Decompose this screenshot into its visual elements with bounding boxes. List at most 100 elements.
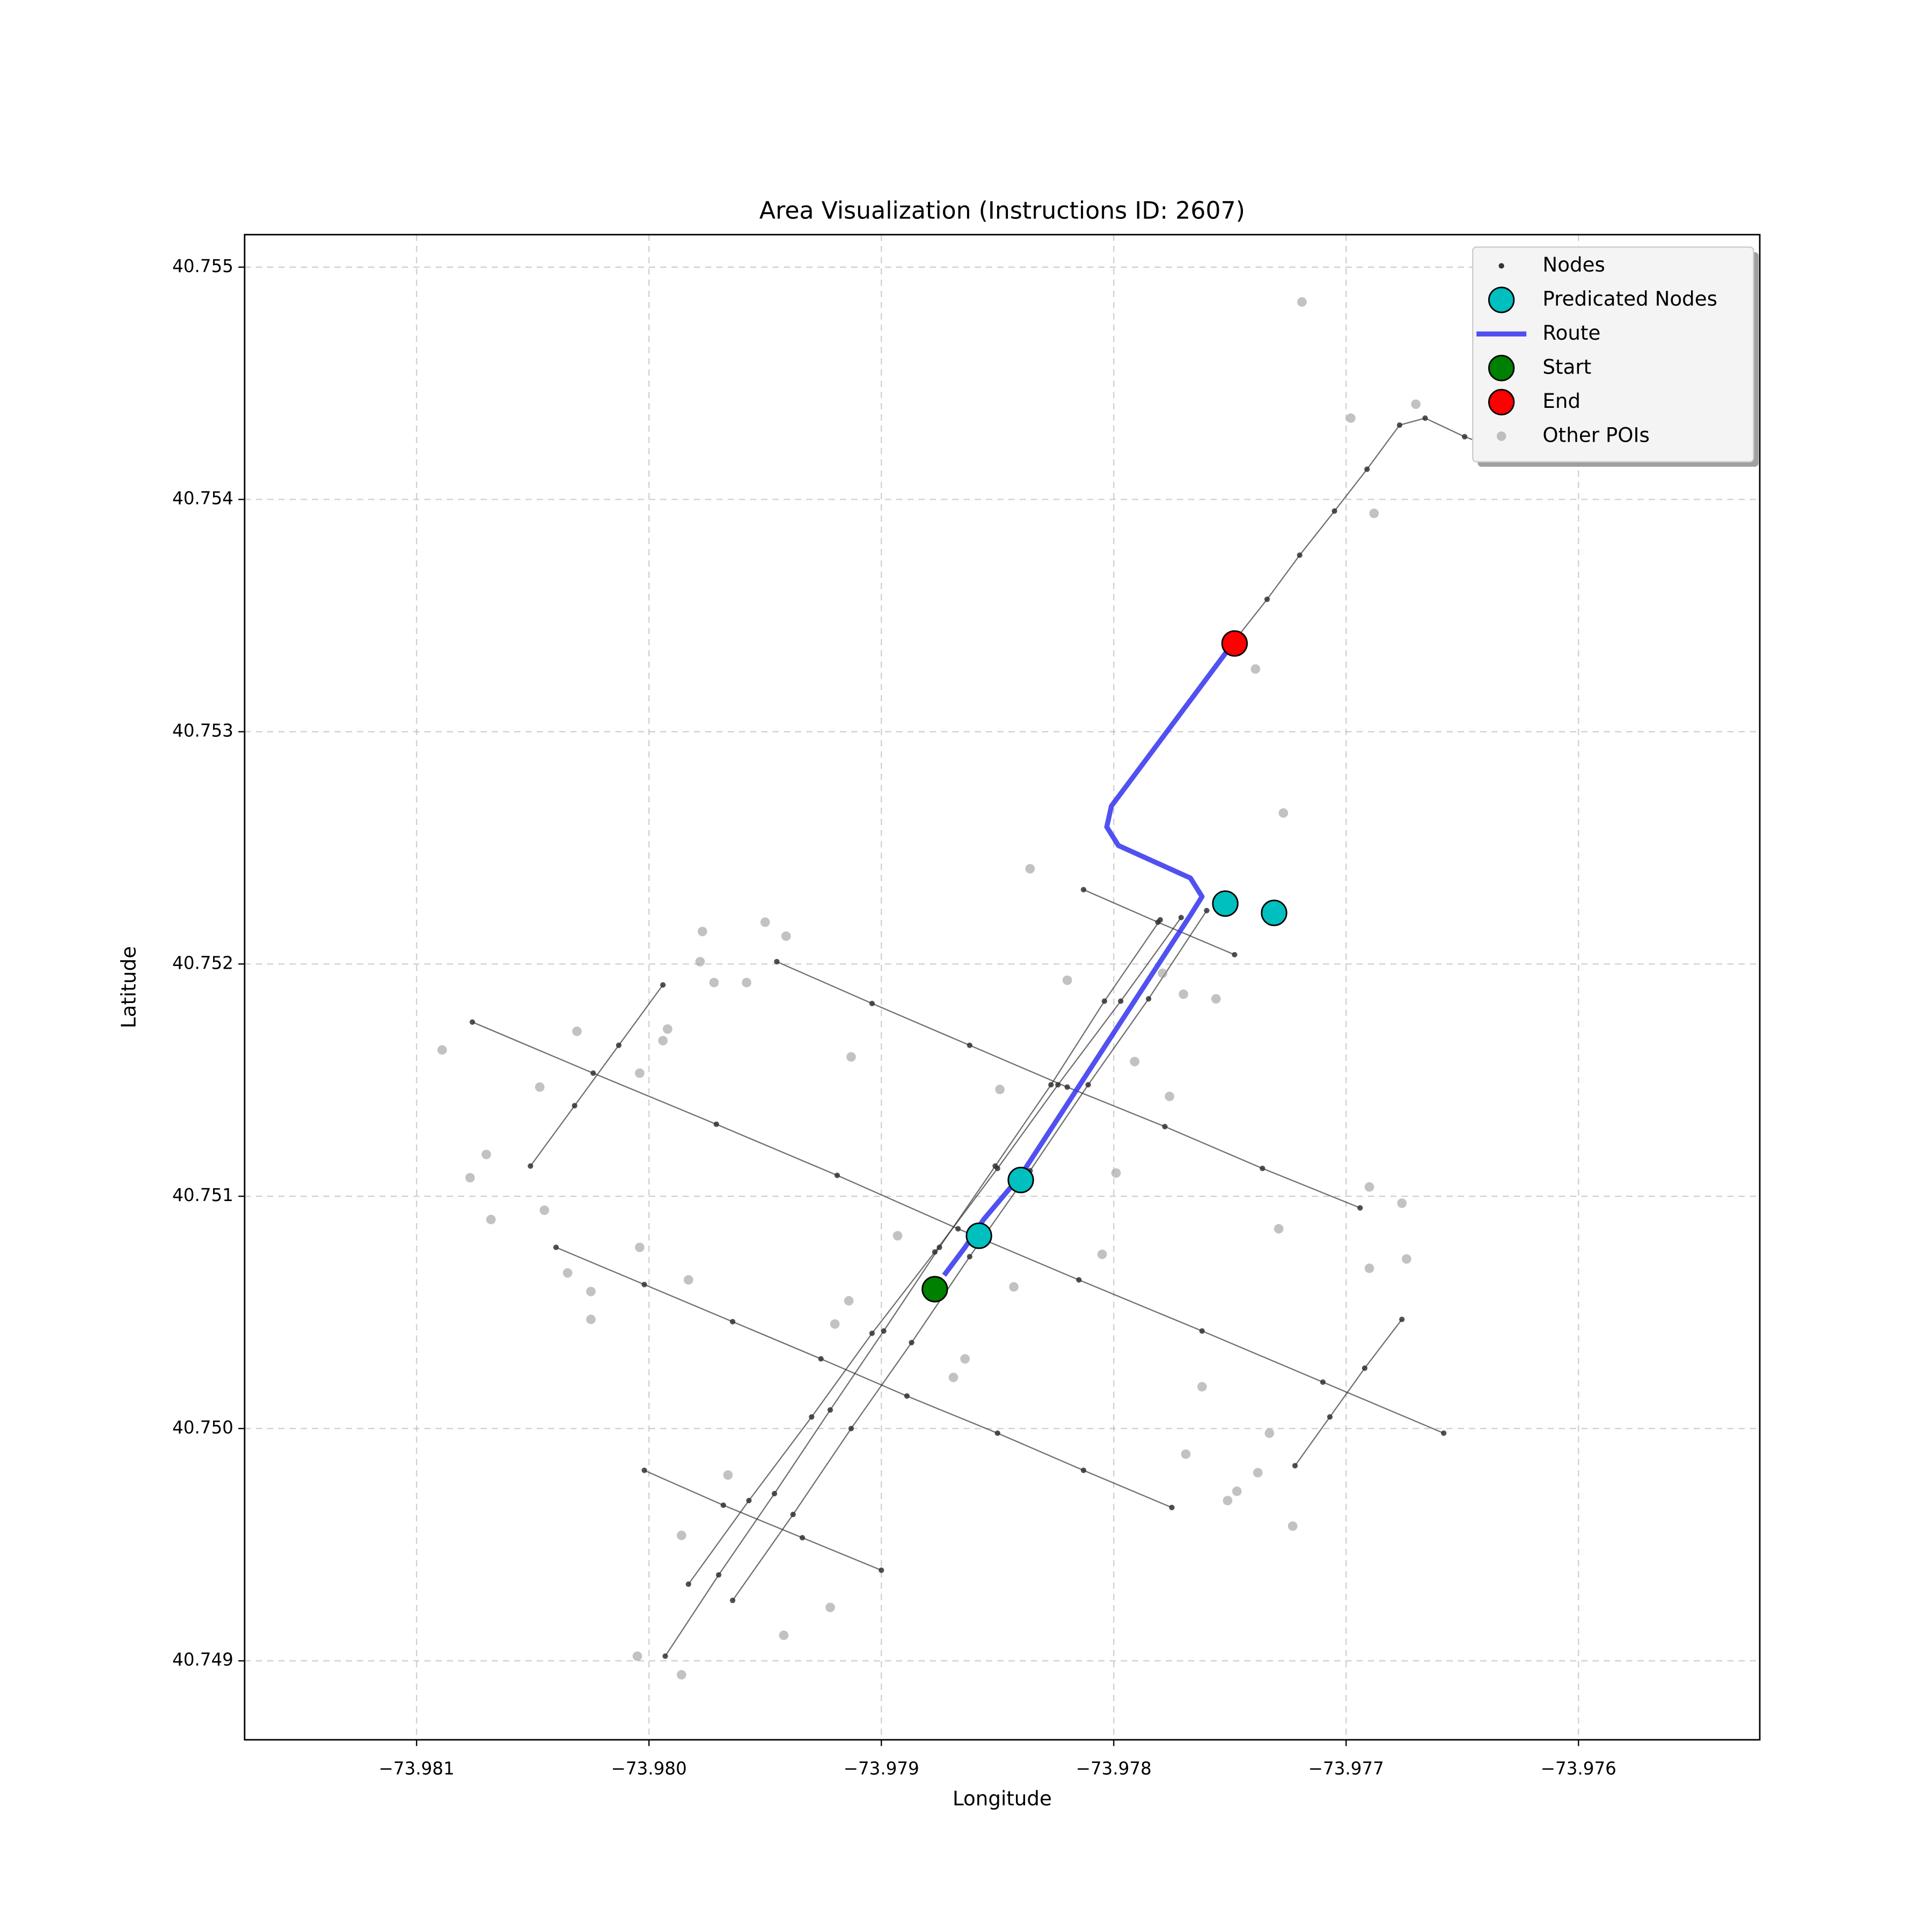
poi [1278, 808, 1289, 818]
poi [1111, 1168, 1121, 1178]
node [994, 1430, 1000, 1436]
poi [995, 1085, 1005, 1094]
node [1155, 919, 1161, 925]
node [470, 1019, 475, 1025]
y-tick-label: 40.754 [172, 488, 233, 509]
marker [965, 1222, 992, 1249]
node [1357, 1205, 1363, 1211]
poi [1274, 1224, 1284, 1234]
poi [1411, 399, 1421, 409]
poi [1223, 1496, 1233, 1505]
x-axis-label: Longitude [953, 1787, 1052, 1810]
node [662, 1653, 668, 1659]
node [774, 958, 780, 965]
node [1260, 1166, 1265, 1172]
poi [698, 926, 707, 936]
x-tick-label: −73.979 [844, 1759, 919, 1779]
node [1101, 998, 1108, 1004]
poi [486, 1214, 496, 1225]
node [1232, 952, 1238, 958]
poi [465, 1173, 475, 1183]
node [827, 1407, 833, 1413]
poi [960, 1354, 970, 1364]
poi [892, 1231, 903, 1241]
node [1399, 1316, 1405, 1322]
node [1204, 908, 1210, 913]
poi [760, 917, 770, 927]
poi [723, 1470, 733, 1480]
poi [1253, 1468, 1263, 1477]
legend-label: Predicated Nodes [1542, 287, 1717, 310]
marker [921, 1276, 948, 1302]
node [881, 1328, 887, 1334]
node [730, 1598, 736, 1604]
node [1364, 466, 1370, 472]
node [1169, 1504, 1175, 1511]
y-tick-label: 40.749 [172, 1650, 233, 1670]
node [716, 1572, 722, 1578]
node [809, 1414, 815, 1420]
poi [1364, 1182, 1374, 1192]
node [1422, 415, 1428, 421]
poi [1179, 989, 1189, 999]
node [955, 1226, 961, 1232]
poi [1364, 1263, 1374, 1274]
poi [1130, 1057, 1140, 1066]
y-axis-label: Latitude [116, 946, 140, 1028]
node [713, 1121, 719, 1128]
node [818, 1356, 824, 1362]
poi [586, 1314, 596, 1324]
node [848, 1425, 854, 1432]
node [1292, 1463, 1298, 1469]
node [590, 1070, 596, 1076]
node [936, 1245, 942, 1250]
poi [830, 1319, 840, 1329]
poi [1158, 968, 1168, 978]
poi [1097, 1249, 1107, 1260]
node [1396, 422, 1403, 428]
poi [1165, 1092, 1175, 1101]
poi [562, 1268, 573, 1278]
legend-marker [1496, 431, 1506, 441]
poi [1297, 297, 1307, 307]
node [720, 1502, 726, 1508]
legend-label: End [1542, 389, 1580, 413]
poi [1287, 1521, 1298, 1531]
poi [1250, 664, 1261, 674]
node [1320, 1379, 1326, 1385]
node [746, 1497, 752, 1504]
node [1331, 508, 1337, 514]
node [1297, 552, 1302, 558]
node [790, 1511, 796, 1518]
street-edge [530, 984, 664, 1167]
marker [1261, 899, 1287, 926]
poi [1025, 863, 1035, 874]
node [904, 1393, 910, 1399]
axes: −73.981 −73.980 −73.979 −73.978 −73.977 −73.9… [172, 256, 1616, 1779]
poi [948, 1372, 958, 1382]
node [1080, 1467, 1087, 1473]
poi [709, 978, 719, 987]
legend: Nodes Predicated Nodes Route Start End Other … [1472, 246, 1759, 467]
y-tick-label: 40.752 [172, 953, 233, 973]
poi [572, 1026, 582, 1036]
street-edge [664, 919, 1161, 1657]
node [685, 1581, 691, 1587]
x-tick-label: −73.980 [611, 1759, 687, 1779]
poi [695, 957, 705, 967]
poi [539, 1205, 550, 1215]
node [869, 1000, 875, 1006]
legend-box [1472, 246, 1754, 463]
legend-marker [1488, 287, 1515, 313]
node [932, 1249, 938, 1255]
poi [632, 1651, 642, 1661]
plot-area [437, 297, 1512, 1680]
node [967, 1042, 972, 1048]
poi [1346, 413, 1356, 423]
x-tick-label: −73.977 [1308, 1759, 1384, 1779]
poi [1197, 1382, 1207, 1392]
poi [663, 1024, 672, 1034]
node [1162, 1124, 1168, 1130]
node [967, 1254, 972, 1260]
